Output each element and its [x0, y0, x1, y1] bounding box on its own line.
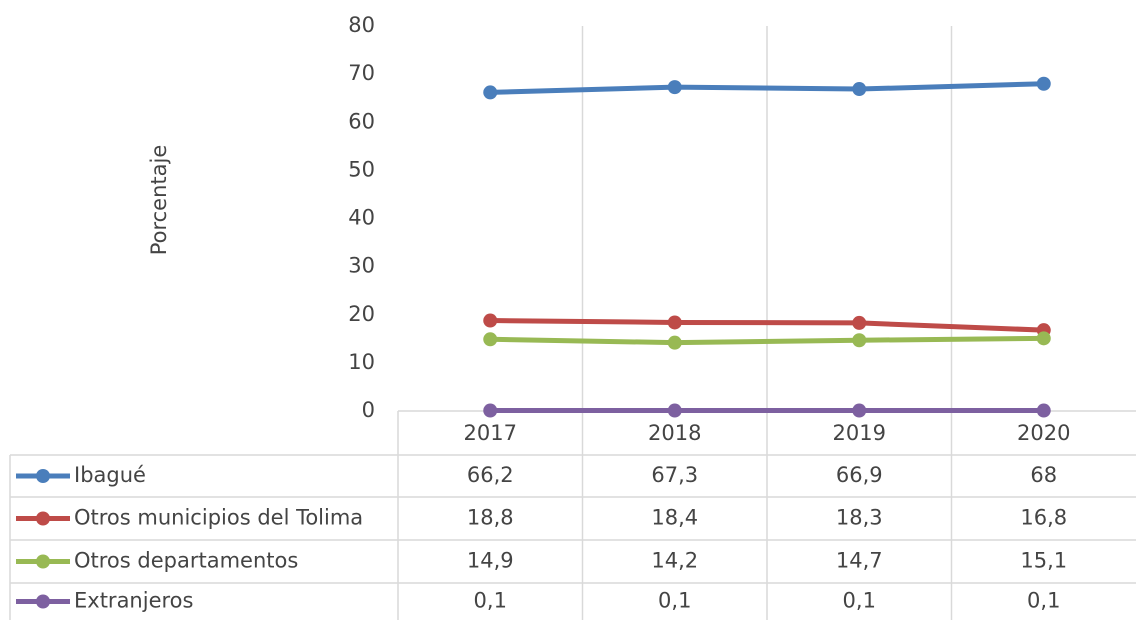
y-tick-label: 30 [348, 254, 375, 278]
x-tick-label: 2017 [464, 421, 517, 445]
table-value: 14,2 [651, 549, 698, 573]
table-value: 0,1 [1027, 589, 1060, 613]
legend-label: Otros departamentos [74, 549, 298, 573]
marker [1036, 331, 1051, 346]
y-tick-label: 80 [348, 13, 375, 37]
marker [667, 335, 682, 350]
series-line [490, 335, 1044, 346]
table-value: 14,7 [836, 549, 883, 573]
table-value: 0,1 [474, 589, 507, 613]
y-tick-label: 10 [348, 350, 375, 374]
table-value: 66,9 [836, 463, 883, 487]
legend-label: Ibagué [74, 463, 146, 487]
marker [852, 315, 867, 330]
x-tick-label: 2020 [1017, 421, 1070, 445]
marker [483, 332, 498, 347]
table-value: 18,8 [467, 506, 514, 530]
y-tick-label: 20 [348, 302, 375, 326]
marker [852, 403, 867, 418]
marker [1036, 76, 1051, 91]
table-value: 0,1 [658, 589, 691, 613]
legend-marker [36, 469, 50, 483]
table-value: 15,1 [1020, 549, 1067, 573]
marker [852, 82, 867, 97]
legend-label: Otros municipios del Tolima [74, 506, 363, 530]
y-tick-label: 0 [362, 398, 375, 422]
table-value: 68 [1030, 463, 1057, 487]
table-value: 0,1 [843, 589, 876, 613]
y-tick-label: 60 [348, 109, 375, 133]
table-value: 16,8 [1020, 506, 1067, 530]
legend-marker [36, 554, 50, 569]
marker [483, 313, 498, 328]
marker [667, 80, 682, 95]
marker [483, 85, 498, 100]
y-tick-label: 40 [348, 206, 375, 230]
legend-label: Extranjeros [74, 589, 193, 613]
marker [667, 315, 682, 330]
y-tick-label: 70 [348, 61, 375, 85]
table-value: 14,9 [467, 549, 514, 573]
marker [1036, 403, 1051, 418]
y-axis-label: Porcentaje [147, 145, 171, 256]
legend-marker [36, 511, 50, 526]
x-tick-label: 2018 [648, 421, 701, 445]
legend-marker [36, 594, 50, 609]
series-line [490, 318, 1044, 333]
marker [483, 403, 498, 418]
marker [667, 403, 682, 418]
table-value: 67,3 [651, 463, 698, 487]
series-line [490, 81, 1044, 95]
x-tick-label: 2019 [833, 421, 886, 445]
table-value: 18,3 [836, 506, 883, 530]
y-tick-label: 50 [348, 157, 375, 181]
table-value: 66,2 [467, 463, 514, 487]
table-value: 18,4 [651, 506, 698, 530]
marker [852, 333, 867, 348]
